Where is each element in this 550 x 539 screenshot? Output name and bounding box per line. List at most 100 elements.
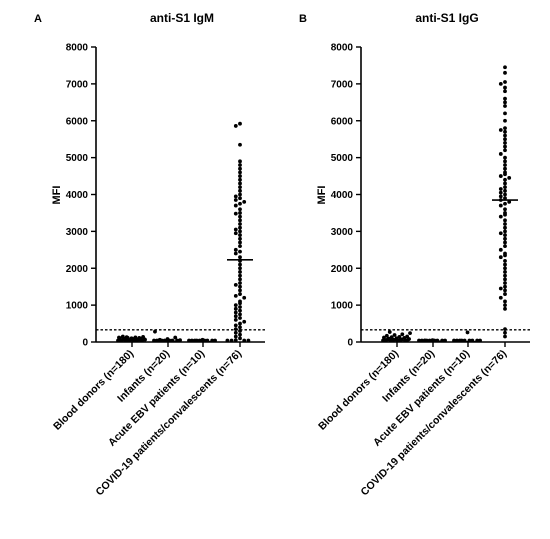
y-tick-label: 6000	[331, 116, 354, 127]
data-point	[238, 222, 242, 226]
data-point	[503, 222, 507, 226]
data-point	[382, 335, 386, 340]
y-tick-label: 3000	[66, 227, 89, 238]
y-tick-label: 4000	[331, 190, 354, 201]
data-point	[233, 314, 238, 319]
data-point	[503, 330, 507, 335]
data-point	[238, 288, 242, 293]
y-tick-label: 2000	[331, 264, 354, 275]
data-point	[238, 218, 242, 223]
data-point	[238, 211, 242, 215]
data-point	[118, 336, 122, 341]
data-point	[452, 338, 456, 343]
chart-title: anti-S1 IgM	[150, 11, 214, 25]
data-point	[498, 174, 503, 178]
data-point	[503, 126, 507, 131]
data-point	[238, 166, 242, 171]
data-point	[503, 196, 507, 201]
y-tick-label: 7000	[331, 79, 354, 90]
data-point	[238, 225, 242, 230]
y-tick-label: 5000	[331, 153, 354, 164]
data-point	[238, 262, 242, 267]
data-point	[503, 218, 507, 223]
y-tick-label: 1000	[331, 301, 354, 312]
data-point	[238, 188, 242, 193]
data-point	[503, 306, 507, 311]
data-point	[503, 270, 507, 274]
data-point	[233, 198, 238, 202]
data-point	[242, 295, 247, 300]
data-point	[233, 303, 238, 308]
chart-title: anti-S1 IgG	[415, 11, 478, 25]
data-point	[503, 118, 507, 123]
data-point	[498, 214, 503, 219]
data-point	[238, 273, 242, 278]
data-point	[503, 334, 507, 339]
data-point	[213, 338, 217, 343]
data-point	[238, 277, 242, 282]
data-point	[238, 181, 242, 186]
y-tick-label: 1000	[66, 301, 89, 312]
data-point	[503, 177, 507, 182]
data-point	[133, 335, 138, 340]
data-point	[238, 142, 242, 147]
y-axis-label: MFI	[51, 186, 63, 205]
data-point	[153, 329, 157, 334]
data-point	[238, 185, 242, 190]
data-point	[503, 212, 507, 217]
data-point	[233, 330, 238, 335]
data-point	[238, 201, 242, 206]
data-point	[165, 337, 170, 341]
data-point	[233, 327, 238, 331]
data-point	[503, 299, 507, 304]
data-point	[238, 240, 242, 245]
data-point	[503, 201, 507, 206]
data-point	[503, 89, 507, 94]
data-point	[233, 203, 238, 208]
data-point	[143, 337, 147, 342]
data-point	[498, 231, 503, 236]
data-point	[503, 155, 507, 160]
data-point	[503, 140, 507, 145]
data-point	[238, 229, 242, 234]
data-point	[233, 251, 238, 256]
data-point	[503, 188, 507, 193]
data-point	[238, 281, 242, 285]
data-point	[238, 214, 242, 219]
y-tick-label: 0	[347, 338, 353, 349]
data-point	[238, 255, 242, 260]
data-point	[233, 306, 238, 311]
data-point	[503, 277, 507, 282]
panel-label: B	[299, 13, 307, 25]
data-point	[233, 323, 238, 328]
data-point	[507, 176, 512, 180]
data-point	[141, 334, 146, 339]
data-point	[503, 159, 507, 164]
data-point	[233, 211, 238, 216]
data-point	[238, 325, 242, 330]
data-point	[225, 338, 230, 343]
data-point	[417, 338, 421, 343]
data-point	[238, 163, 242, 167]
data-point	[233, 310, 238, 315]
data-point	[238, 292, 242, 296]
data-point	[503, 185, 507, 190]
data-point	[397, 334, 402, 339]
data-point	[478, 338, 482, 343]
y-tick-label: 0	[82, 338, 88, 349]
data-point	[238, 196, 242, 201]
data-point	[233, 334, 238, 339]
data-point	[233, 124, 238, 128]
data-point	[120, 334, 125, 339]
data-point	[503, 144, 507, 149]
data-point	[138, 336, 143, 341]
data-point	[443, 338, 447, 343]
data-point	[503, 192, 507, 197]
data-point	[503, 65, 507, 70]
data-point	[503, 292, 507, 296]
data-point	[233, 227, 238, 232]
data-point	[503, 288, 507, 293]
data-point	[200, 337, 205, 342]
data-point	[503, 225, 507, 230]
data-point	[503, 233, 507, 237]
